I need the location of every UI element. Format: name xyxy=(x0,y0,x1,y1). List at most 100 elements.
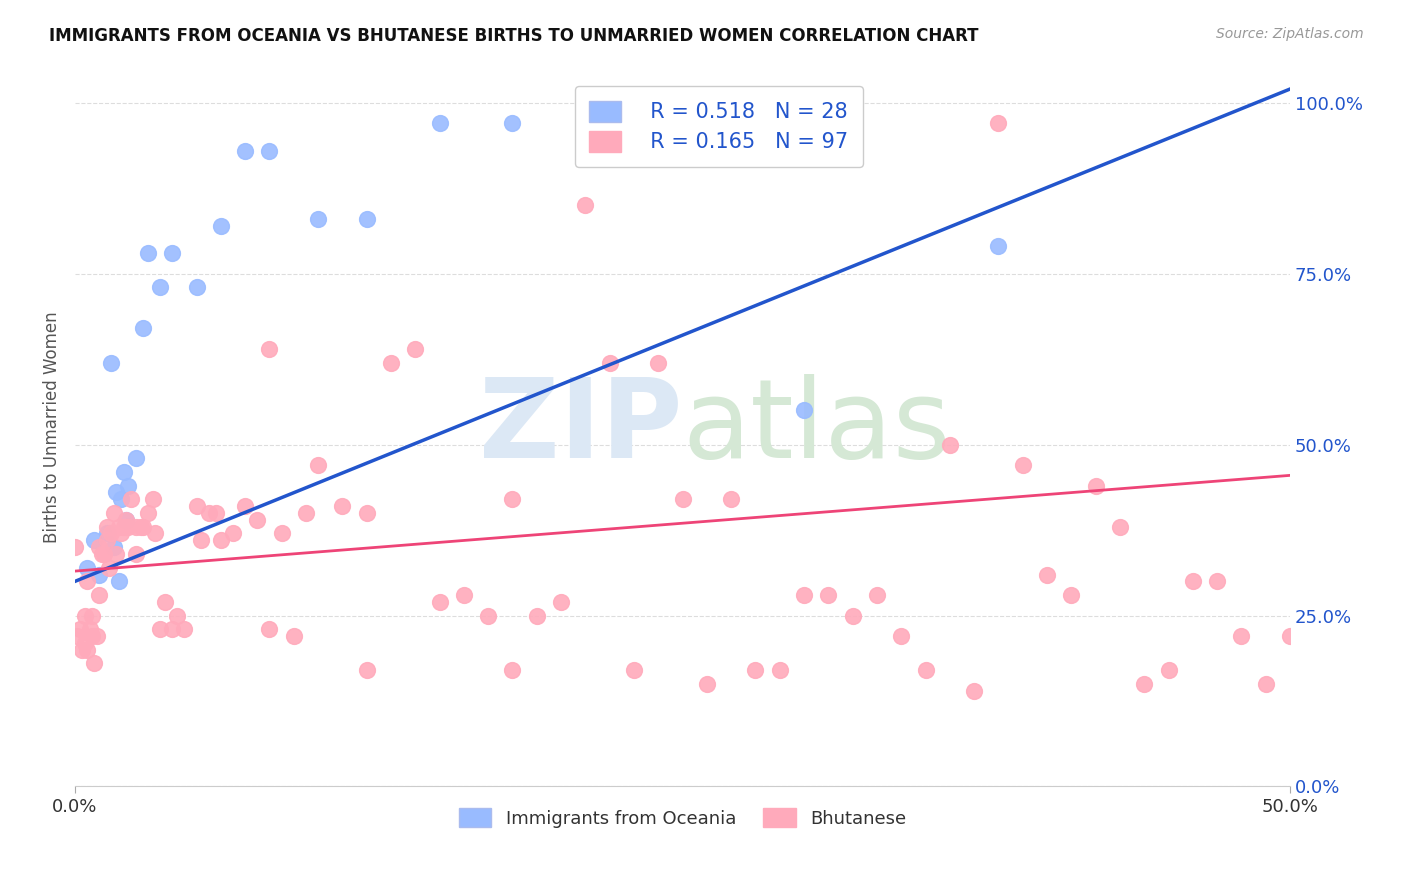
Point xyxy=(89,588,111,602)
Point xyxy=(987,116,1010,130)
Point xyxy=(205,506,228,520)
Point xyxy=(817,588,839,602)
Text: ZIP: ZIP xyxy=(479,374,682,481)
Y-axis label: Births to Unmarried Women: Births to Unmarried Women xyxy=(44,311,60,543)
Point xyxy=(1157,663,1180,677)
Point xyxy=(153,595,176,609)
Point xyxy=(793,588,815,602)
Point xyxy=(115,513,138,527)
Point xyxy=(209,533,232,548)
Point xyxy=(90,547,112,561)
Point xyxy=(149,622,172,636)
Point xyxy=(107,519,129,533)
Point xyxy=(160,246,183,260)
Point xyxy=(1084,478,1107,492)
Point xyxy=(112,519,135,533)
Point xyxy=(105,547,128,561)
Point xyxy=(1230,629,1253,643)
Point xyxy=(283,629,305,643)
Point xyxy=(841,608,863,623)
Point xyxy=(83,657,105,671)
Point xyxy=(115,513,138,527)
Point xyxy=(160,622,183,636)
Point xyxy=(307,211,329,226)
Point xyxy=(769,663,792,677)
Point xyxy=(89,567,111,582)
Point xyxy=(93,547,115,561)
Point xyxy=(132,519,155,533)
Point xyxy=(79,622,101,636)
Text: Source: ZipAtlas.com: Source: ZipAtlas.com xyxy=(1216,27,1364,41)
Point xyxy=(453,588,475,602)
Point xyxy=(599,355,621,369)
Point xyxy=(1036,567,1059,582)
Point xyxy=(477,608,499,623)
Point xyxy=(307,458,329,472)
Point xyxy=(914,663,936,677)
Point xyxy=(1133,677,1156,691)
Point xyxy=(222,526,245,541)
Point xyxy=(295,506,318,520)
Point xyxy=(107,574,129,589)
Point xyxy=(76,642,98,657)
Point xyxy=(1060,588,1083,602)
Point xyxy=(647,355,669,369)
Point xyxy=(72,642,94,657)
Point xyxy=(793,403,815,417)
Point xyxy=(1254,677,1277,691)
Point xyxy=(86,629,108,643)
Point xyxy=(136,506,159,520)
Text: IMMIGRANTS FROM OCEANIA VS BHUTANESE BIRTHS TO UNMARRIED WOMEN CORRELATION CHART: IMMIGRANTS FROM OCEANIA VS BHUTANESE BIR… xyxy=(49,27,979,45)
Point xyxy=(125,451,148,466)
Point xyxy=(939,437,962,451)
Point xyxy=(429,595,451,609)
Point xyxy=(100,526,122,541)
Point xyxy=(233,499,256,513)
Point xyxy=(80,608,103,623)
Point xyxy=(66,629,89,643)
Point xyxy=(125,547,148,561)
Point xyxy=(501,492,523,507)
Point xyxy=(246,513,269,527)
Point xyxy=(143,526,166,541)
Point xyxy=(142,492,165,507)
Point xyxy=(112,465,135,479)
Point xyxy=(330,499,353,513)
Point xyxy=(501,116,523,130)
Point xyxy=(963,683,986,698)
Point xyxy=(501,663,523,677)
Point xyxy=(110,526,132,541)
Point xyxy=(429,116,451,130)
Point xyxy=(186,280,208,294)
Point xyxy=(76,574,98,589)
Point xyxy=(1109,519,1132,533)
Point xyxy=(129,519,152,533)
Point xyxy=(356,663,378,677)
Point xyxy=(96,533,118,548)
Text: atlas: atlas xyxy=(682,374,950,481)
Point xyxy=(120,492,142,507)
Point xyxy=(1206,574,1229,589)
Point xyxy=(117,519,139,533)
Point xyxy=(356,506,378,520)
Point xyxy=(550,595,572,609)
Point xyxy=(696,677,718,691)
Point xyxy=(890,629,912,643)
Point xyxy=(186,499,208,513)
Point xyxy=(1181,574,1204,589)
Point xyxy=(166,608,188,623)
Point xyxy=(259,342,281,356)
Point xyxy=(259,144,281,158)
Point xyxy=(80,629,103,643)
Point xyxy=(96,526,118,541)
Point xyxy=(270,526,292,541)
Point xyxy=(720,492,742,507)
Point xyxy=(100,355,122,369)
Point xyxy=(73,636,96,650)
Point xyxy=(197,506,219,520)
Point xyxy=(671,492,693,507)
Point xyxy=(404,342,426,356)
Point xyxy=(98,560,121,574)
Point xyxy=(380,355,402,369)
Point xyxy=(209,219,232,233)
